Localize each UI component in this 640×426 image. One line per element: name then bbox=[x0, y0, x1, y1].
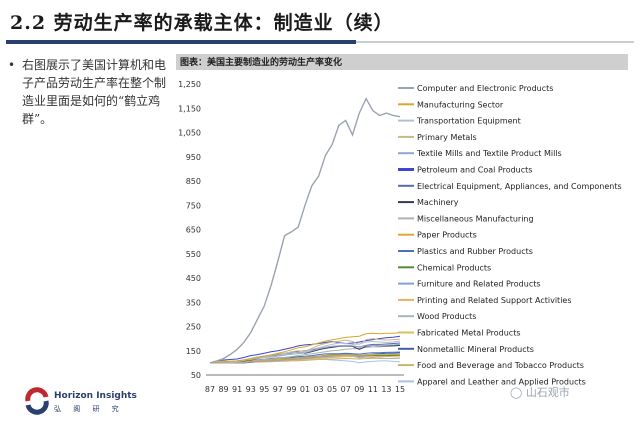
slide-title: 2.2 劳动生产率的承载主体：制造业（续） bbox=[10, 12, 394, 34]
legend-label: Manufacturing Sector bbox=[417, 100, 504, 109]
series-line-1 bbox=[209, 332, 401, 364]
x-tick-label: 97 bbox=[273, 385, 283, 394]
x-tick-label: 93 bbox=[246, 385, 256, 394]
y-tick-label: 650 bbox=[186, 226, 201, 235]
x-tick-label: 13 bbox=[381, 385, 391, 394]
y-tick-label: 50 bbox=[191, 371, 201, 380]
watermark-text: 山石观市 bbox=[525, 386, 570, 399]
title-rule-dark bbox=[6, 40, 356, 44]
legend-label: Wood Products bbox=[417, 312, 476, 321]
x-tick-label: 11 bbox=[368, 385, 378, 394]
y-tick-label: 750 bbox=[186, 201, 201, 210]
legend-label: Furniture and Related Products bbox=[417, 280, 541, 289]
y-tick-label: 550 bbox=[186, 250, 201, 259]
y-tick-label: 1,050 bbox=[178, 129, 201, 138]
legend-label: Textile Mills and Textile Product Mills bbox=[416, 149, 562, 158]
y-tick-label: 1,250 bbox=[178, 80, 201, 89]
horizon-logo-icon bbox=[25, 387, 49, 415]
chart-header bbox=[176, 54, 628, 70]
y-tick-label: 850 bbox=[186, 177, 201, 186]
legend-label: Paper Products bbox=[417, 231, 477, 240]
x-tick-label: 01 bbox=[300, 385, 310, 394]
legend-label: Apparel and Leather and Applied Products bbox=[417, 377, 586, 386]
x-tick-label: 87 bbox=[205, 385, 215, 394]
watermark-icon: ◯ bbox=[510, 386, 523, 399]
logo-text-en: Horizon Insights bbox=[54, 391, 137, 401]
y-tick-label: 950 bbox=[186, 153, 201, 162]
legend-label: Transportation Equipment bbox=[416, 117, 521, 126]
x-tick-label: 03 bbox=[313, 385, 323, 394]
legend-label: Nonmetallic Mineral Products bbox=[417, 345, 534, 354]
chart-title: 图表：美国主要制造业的劳动生产率变化 bbox=[180, 58, 343, 68]
y-tick-label: 450 bbox=[186, 274, 201, 283]
y-tick-label: 350 bbox=[186, 298, 201, 307]
series-line-0 bbox=[209, 97, 401, 364]
x-tick-label: 91 bbox=[232, 385, 242, 394]
series-line-9 bbox=[209, 353, 401, 364]
legend-label: Machinery bbox=[417, 198, 459, 207]
legend-label: Chemical Products bbox=[417, 263, 491, 272]
x-tick-label: 99 bbox=[286, 385, 296, 394]
legend-label: Fabricated Metal Products bbox=[417, 329, 521, 338]
logo-text-cn: 弘 阁 研 究 bbox=[54, 405, 124, 413]
x-tick-label: 09 bbox=[354, 385, 364, 394]
bullet-text: 右图展示了美国计算机和电子产品劳动生产率在整个制造业里面是如何的“鹤立鸡群”。 bbox=[22, 58, 167, 126]
x-tick-label: 95 bbox=[259, 385, 269, 394]
legend-label: Primary Metals bbox=[417, 133, 477, 142]
chart-panel bbox=[176, 54, 628, 396]
legend-label: Electrical Equipment, Appliances, and Co… bbox=[417, 182, 622, 191]
series-line-2 bbox=[209, 340, 401, 364]
legend-label: Printing and Related Support Activities bbox=[417, 296, 572, 305]
x-tick-label: 07 bbox=[341, 385, 351, 394]
legend-label: Miscellaneous Manufacturing bbox=[417, 214, 534, 223]
y-tick-label: 150 bbox=[186, 347, 201, 356]
title-rule-light bbox=[356, 41, 634, 43]
legend-label: Petroleum and Coal Products bbox=[417, 166, 532, 175]
legend-label: Computer and Electronic Products bbox=[417, 84, 553, 93]
y-tick-label: 1,150 bbox=[178, 104, 201, 113]
y-tick-label: 250 bbox=[186, 323, 201, 332]
x-tick-label: 15 bbox=[395, 385, 405, 394]
x-tick-label: 89 bbox=[218, 385, 228, 394]
watermark: ◯ 山石观市 bbox=[510, 384, 570, 400]
bullet-marker: • bbox=[8, 58, 16, 72]
legend-label: Food and Beverage and Tobacco Products bbox=[417, 361, 584, 370]
legend-label: Plastics and Rubber Products bbox=[417, 247, 533, 256]
x-tick-label: 05 bbox=[327, 385, 337, 394]
series-line-5 bbox=[209, 335, 401, 364]
